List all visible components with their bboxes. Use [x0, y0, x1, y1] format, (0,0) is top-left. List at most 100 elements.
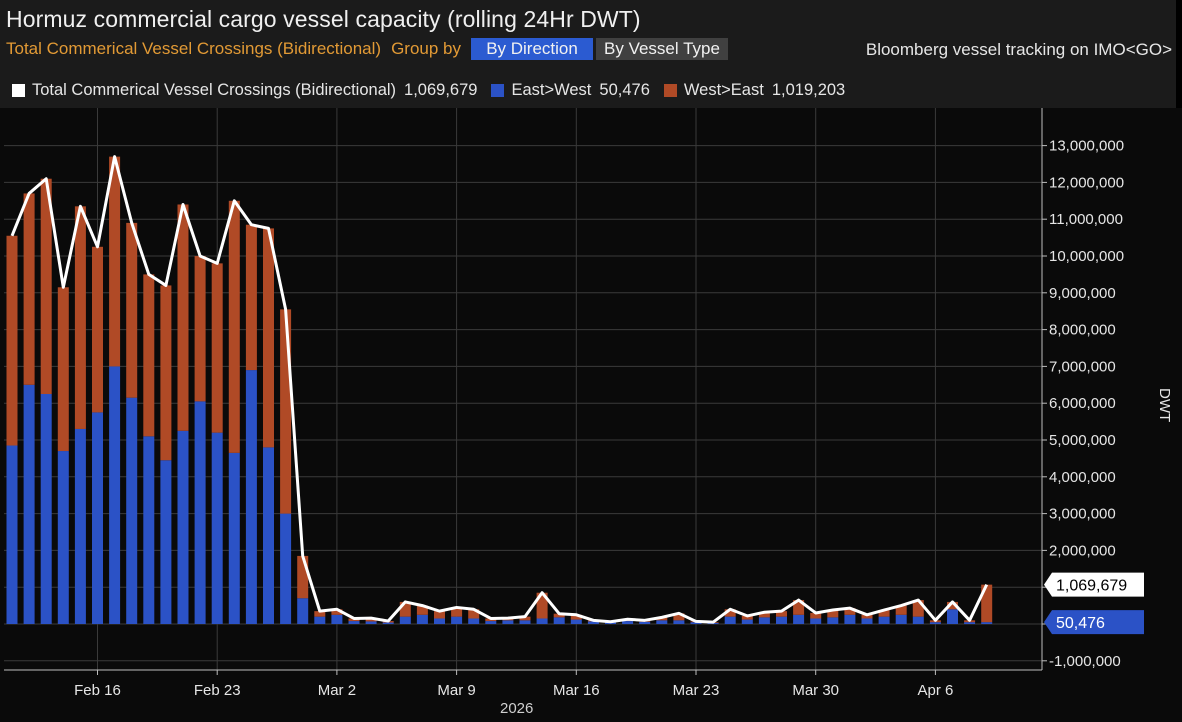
- bar-east-west: [57, 451, 69, 624]
- bar-west-east: [810, 612, 822, 619]
- bar-west-east: [245, 224, 257, 371]
- bar-east-west: [776, 616, 787, 624]
- bar-east-west: [622, 621, 634, 624]
- bar-east-west: [536, 618, 548, 624]
- x-tick-label: Feb 16: [74, 682, 121, 699]
- bar-east-west: [40, 394, 52, 624]
- bar-east-west: [981, 622, 993, 624]
- bar-east-west: [587, 621, 599, 624]
- bar-east-west: [74, 428, 86, 624]
- bar-west-east: [895, 605, 907, 615]
- bar-west-east: [519, 616, 531, 621]
- bar-east-west: [434, 618, 445, 624]
- plot-background: [4, 108, 1042, 722]
- legend-item-east-west[interactable]: East>West 50,476: [491, 81, 650, 100]
- last-value-tag-east-west: [1044, 610, 1144, 635]
- bar-east-west: [314, 616, 326, 624]
- legend-item-west-east[interactable]: West>East 1,019,203: [663, 81, 846, 100]
- bar-east-west: [502, 620, 514, 624]
- bar-east-west: [947, 609, 958, 624]
- x-tick-label: Mar 2: [318, 682, 356, 699]
- by-vessel-type-button[interactable]: By Vessel Type: [596, 38, 728, 60]
- bar-east-west: [297, 598, 309, 624]
- legend-value-total: 1,069,679: [404, 81, 478, 99]
- bar-east-west: [741, 619, 753, 624]
- grid-lines: [4, 108, 1042, 722]
- bar-west-east: [861, 614, 873, 619]
- bar-west-east: [878, 610, 890, 617]
- legend-label-west-east: West>East: [683, 81, 764, 99]
- bar-west-east: [57, 287, 69, 452]
- bar-east-west: [519, 620, 531, 624]
- bar-east-west: [451, 616, 463, 624]
- bar-west-east: [211, 263, 223, 433]
- group-by-label: Group by: [391, 39, 462, 58]
- bar-west-east: [314, 611, 326, 617]
- chart-plot: 13,000,000 12,000,000 11,000,000 10,000,000…: [4, 108, 1173, 722]
- bar-east-west: [895, 614, 907, 624]
- x-tick-label: Apr 6: [917, 682, 953, 699]
- bar-west-east: [758, 612, 770, 618]
- bar-west-east: [553, 613, 565, 618]
- legend-swatch-east-west: [491, 84, 505, 97]
- bar-east-west: [228, 452, 240, 624]
- bar-west-east: [416, 605, 428, 615]
- last-value-label-east-west: 50,476: [1056, 615, 1105, 632]
- bar-east-west: [724, 616, 736, 624]
- bar-west-east: [177, 204, 189, 431]
- bar-east-west: [656, 620, 668, 624]
- bar-east-west: [553, 617, 565, 624]
- last-value-tag-total: [1044, 572, 1144, 597]
- x-axis-year-label: 2026: [500, 700, 534, 717]
- bar-west-east: [793, 600, 805, 615]
- bar-east-west: [673, 620, 685, 624]
- bar-west-east: [92, 246, 103, 413]
- bar-east-west: [758, 617, 770, 624]
- bar-east-west: [211, 432, 223, 624]
- bar-east-west: [331, 614, 343, 624]
- y-tick-label: 10,000,000: [1049, 248, 1124, 265]
- bar-west-east: [741, 615, 753, 620]
- y-tick-label: 3,000,000: [1049, 506, 1116, 523]
- bar-west-east: [724, 609, 736, 617]
- y-tick-label: 8,000,000: [1049, 322, 1116, 339]
- bar-west-east: [228, 200, 240, 453]
- bar-west-east: [451, 607, 463, 617]
- source-note: Bloomberg vessel tracking on IMO<GO>: [865, 40, 1172, 59]
- bar-east-west: [878, 616, 890, 624]
- bar-west-east: [74, 206, 86, 429]
- bar-east-west: [912, 616, 924, 624]
- bar-west-east: [844, 608, 856, 615]
- legend-swatch-total: [12, 84, 25, 97]
- bar-east-west: [929, 622, 941, 624]
- bar-east-west: [399, 616, 411, 624]
- bar-east-west: [194, 401, 206, 624]
- legend-value-west-east: 1,019,203: [771, 81, 846, 99]
- bar-east-west: [793, 614, 805, 624]
- y-tick-label: 13,000,000: [1049, 138, 1124, 155]
- chart-title: Hormuz commercial cargo vessel capacity …: [6, 6, 641, 32]
- bar-east-west: [382, 622, 394, 624]
- y-tick-label: 2,000,000: [1049, 542, 1116, 559]
- bar-west-east: [399, 601, 411, 617]
- x-tick-label: Mar 30: [792, 682, 839, 699]
- chart-subtitle: Total Commerical Vessel Crossings (Bidir…: [6, 39, 382, 58]
- bar-west-east: [297, 555, 309, 599]
- by-direction-button[interactable]: By Direction: [471, 38, 594, 60]
- legend-label-total: Total Commerical Vessel Crossings (Bidir…: [32, 81, 397, 99]
- bar-west-east: [194, 256, 206, 402]
- bar-east-west: [365, 621, 377, 624]
- bar-east-west: [348, 621, 360, 624]
- legend-item-total[interactable]: Total Commerical Vessel Crossings (Bidir…: [12, 81, 477, 100]
- bar-east-west: [570, 619, 582, 624]
- bar-west-east: [827, 610, 839, 618]
- bar-east-west: [92, 412, 103, 624]
- bar-east-west: [964, 622, 976, 624]
- y-tick-label: 11,000,000: [1049, 211, 1123, 228]
- bar-west-east: [776, 611, 787, 617]
- bar-west-east: [6, 235, 18, 446]
- bar-east-west: [143, 436, 155, 624]
- legend-value-east-west: 50,476: [599, 81, 650, 99]
- legend: Total Commerical Vessel Crossings (Bidir…: [12, 81, 859, 100]
- bar-east-west: [827, 617, 839, 624]
